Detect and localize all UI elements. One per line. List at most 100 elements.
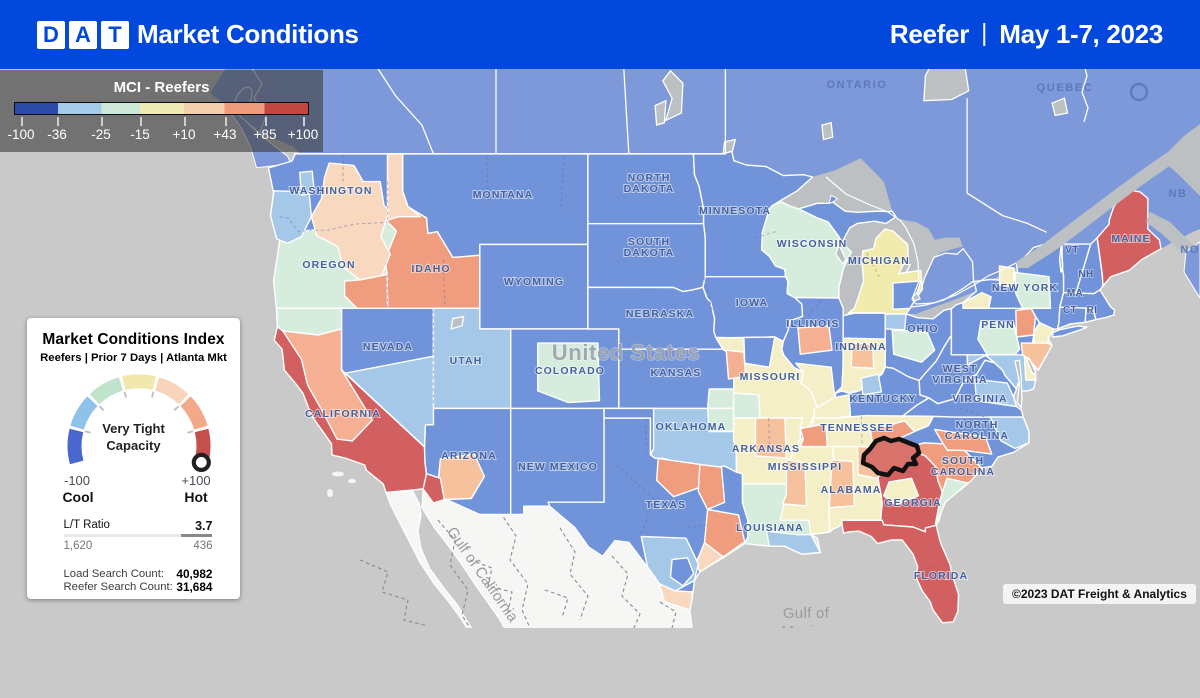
market-ms-delta[interactable] (781, 459, 808, 507)
gauge-label-line2: Capacity (106, 437, 161, 453)
market-al-west[interactable] (828, 459, 856, 509)
baja-california (385, 490, 473, 628)
market-mo-springfield[interactable] (732, 392, 761, 419)
map-label: MONTANA (473, 189, 534, 201)
gauge-tick (98, 405, 105, 412)
market-mo-north[interactable] (743, 336, 776, 368)
gauge-marker[interactable] (191, 452, 211, 472)
map-label: NORTH DAKOTA (624, 172, 675, 195)
gauge-tick (187, 430, 194, 434)
canada-province-border (966, 98, 1047, 233)
header-separator: | (981, 19, 988, 47)
market-ny-watertown[interactable] (998, 265, 1015, 288)
market-mo-kc[interactable] (725, 349, 747, 380)
dat-logo[interactable]: D A T (37, 20, 129, 49)
map-label: UTAH (450, 355, 483, 367)
market-ky-west[interactable] (813, 394, 852, 419)
market-il-south[interactable] (795, 362, 836, 409)
market-conditions-map[interactable]: WASHINGTON MONTANA NORTH DAKOTA MINNESOTA… (0, 0, 1200, 628)
market-ks-se[interactable] (706, 388, 735, 410)
map-label: Gulf of (783, 605, 830, 622)
market-ny-albany[interactable] (1014, 271, 1052, 309)
gauge-max-label: Hot (184, 488, 208, 505)
market-ca-valley[interactable] (282, 328, 374, 442)
loads-count: 1,620 (63, 540, 93, 552)
market-ok-ne[interactable] (706, 407, 735, 433)
market-wa-or-portland[interactable] (269, 190, 313, 245)
canada-province-border (1081, 59, 1089, 123)
map-label: LOUISIANA (736, 522, 804, 534)
state-border-dashed (443, 259, 446, 307)
date-range: May 1-7, 2023 (999, 19, 1163, 49)
market-in-north[interactable] (842, 312, 886, 340)
market-ny-elmira[interactable] (962, 291, 992, 309)
market-in-indy[interactable] (850, 342, 875, 369)
market-tx-wichita[interactable] (655, 457, 706, 498)
map-label: MISSOURI (740, 371, 801, 383)
lake-chesapeake (1014, 359, 1023, 410)
market-tx-corpus[interactable] (669, 557, 695, 587)
market-pa-center[interactable] (977, 320, 1021, 356)
state-border-dashed (755, 230, 778, 239)
market-oh-columbus[interactable] (891, 329, 936, 363)
state-me[interactable] (1096, 188, 1162, 287)
market-az-yuma[interactable] (422, 473, 445, 504)
state-border-dashed (959, 407, 985, 418)
map-label: VIRGINIA (952, 393, 1007, 405)
market-ga-macon[interactable] (883, 477, 920, 506)
map-label: OREGON (302, 259, 355, 271)
map-label: TEXAS (646, 499, 687, 511)
lt-ratio-value: 3.7 (195, 519, 213, 533)
legend-tick (303, 117, 305, 126)
market-mi-detroit[interactable] (892, 280, 922, 310)
market-id-panhandle[interactable] (386, 153, 421, 221)
market-la-south[interactable] (765, 530, 822, 555)
map-label: KANSAS (651, 367, 702, 379)
market-sc-ga-coast[interactable] (934, 477, 969, 525)
market-pa-nj-philly[interactable] (1020, 342, 1053, 371)
legend-tick-label: -100 (7, 127, 35, 142)
market-pa-scranton[interactable] (1015, 307, 1037, 338)
map-label: NEW YORK (992, 282, 1058, 294)
lt-ratio-row: L/T Ratio 3.7 (64, 519, 213, 533)
lake-greenbay (835, 242, 847, 266)
lake-winnipeg (662, 69, 684, 122)
lt-counts-row: 1,620 436 (64, 540, 213, 552)
market-il-central[interactable] (797, 325, 833, 355)
market-or-boise-seor[interactable] (343, 273, 389, 309)
map-label: WEST VIRGINIA (932, 363, 987, 386)
keweenaw (828, 194, 839, 205)
market-tx-houston[interactable] (703, 508, 746, 558)
market-co-denver[interactable] (537, 342, 601, 404)
market-nv-south[interactable] (344, 355, 435, 448)
market-tx-dallas[interactable] (697, 463, 726, 511)
logo-letter-d: D (37, 20, 65, 49)
market-nc-charlotte[interactable] (934, 428, 993, 455)
lake-saltlake (450, 315, 465, 330)
market-tx-rgv[interactable] (659, 583, 693, 611)
market-tn-memphis[interactable] (799, 423, 828, 448)
legend-tick-label: +85 (253, 127, 277, 142)
state-fl[interactable] (841, 519, 960, 624)
report-context: Reefer | May 1-7, 2023 (890, 19, 1163, 50)
state-li[interactable] (1052, 325, 1088, 338)
market-atlanta-selected[interactable] (860, 435, 922, 478)
market-ok-nw[interactable] (603, 407, 655, 456)
market-tx-coastal[interactable] (695, 542, 724, 573)
map-label: MA (1067, 288, 1083, 299)
market-wa-seattle[interactable] (299, 170, 316, 197)
mci-gauge (67, 374, 211, 472)
market-oh-toledo[interactable] (884, 313, 907, 331)
trucks-count: 436 (193, 540, 213, 552)
gauge-segment (89, 377, 123, 405)
gauge-min-label: Cool (62, 488, 94, 505)
lake-delawarebay (1026, 356, 1037, 376)
market-ar-ne[interactable] (754, 417, 788, 459)
market-nc-coast[interactable] (989, 416, 1030, 450)
market-ky-louisville[interactable] (860, 373, 883, 396)
mexico-state-border (544, 589, 569, 619)
map-label: CALIFORNIA (305, 408, 381, 420)
load-search-label: Load Search Count: (63, 568, 165, 580)
market-va-richmond[interactable] (974, 378, 1018, 408)
map-label: NEBRASKA (626, 308, 694, 320)
